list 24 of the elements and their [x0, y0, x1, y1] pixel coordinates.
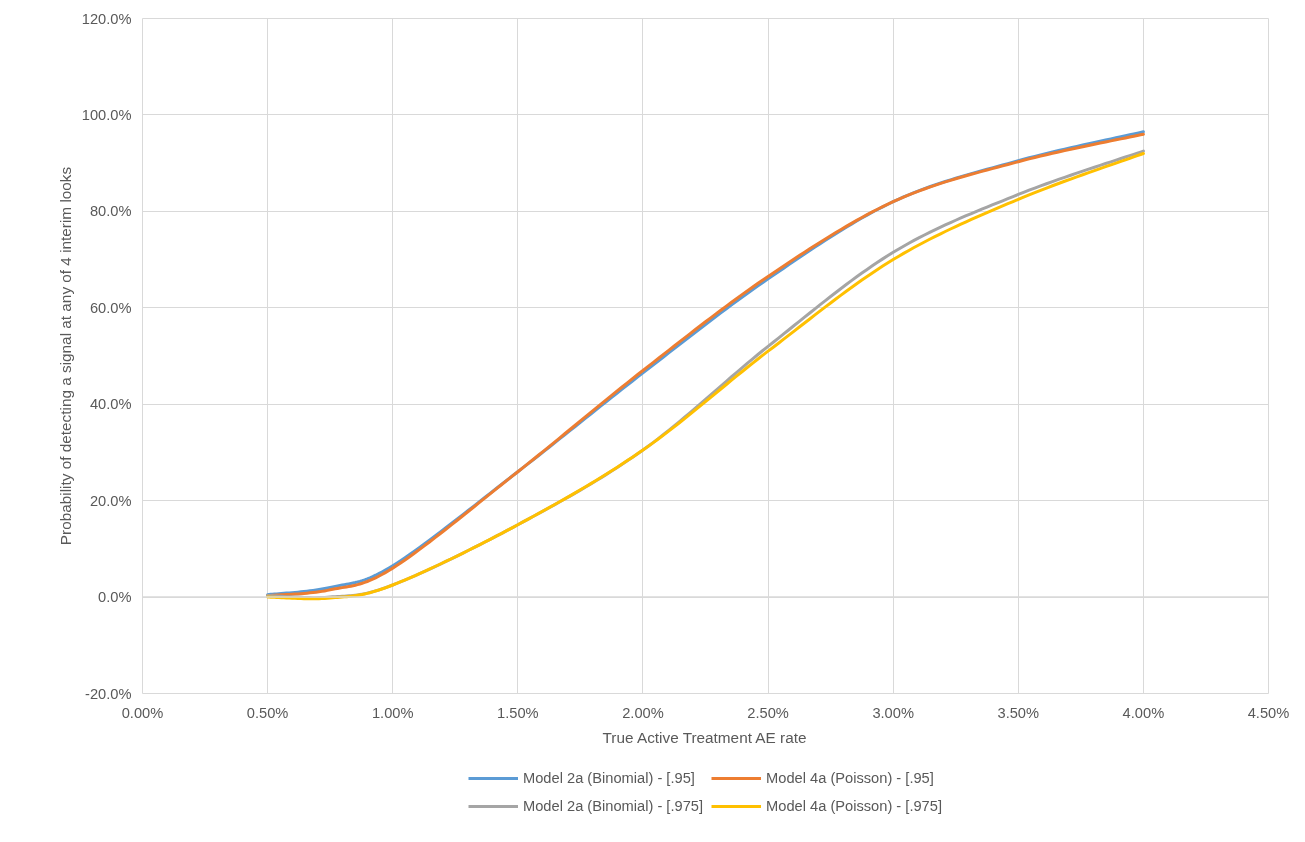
y-tick-label: 60.0%: [89, 299, 132, 316]
x-tick-label: 3.50%: [997, 704, 1040, 721]
x-tick-label: 3.00%: [872, 704, 914, 721]
y-axis-title: Probability of detecting a signal at any of 4 interim looks: [56, 166, 74, 546]
x-tick-label: 0.00%: [121, 704, 164, 721]
x-tick-label: 2.50%: [747, 704, 789, 721]
y-tick-label: 20.0%: [89, 492, 132, 509]
y-tick-label: 80.0%: [89, 203, 132, 220]
legend-label: Model 2a (Binomial) - [.95]: [523, 770, 695, 786]
y-tick-label: 40.0%: [89, 396, 132, 413]
y-tick-label: 100.0%: [81, 106, 132, 123]
x-tick-label: 4.50%: [1247, 704, 1290, 721]
legend-label: Model 2a (Binomial) - [.975]: [523, 798, 704, 814]
y-tick-label: 120.0%: [81, 10, 132, 27]
legend-label: Model 4a (Poisson) - [.975]: [766, 798, 942, 814]
x-tick-label: 0.50%: [246, 704, 289, 721]
y-tick-label: 0.0%: [98, 589, 132, 606]
x-tick-label: 2.00%: [622, 704, 664, 721]
y-tick-label: -20.0%: [85, 685, 132, 702]
x-tick-label: 1.50%: [497, 704, 539, 721]
x-tick-label: 4.00%: [1122, 704, 1165, 721]
legend-label: Model 4a (Poisson) - [.95]: [766, 770, 934, 786]
x-axis-title: True Active Treatment AE rate: [602, 728, 807, 746]
x-tick-label: 1.00%: [371, 704, 414, 721]
